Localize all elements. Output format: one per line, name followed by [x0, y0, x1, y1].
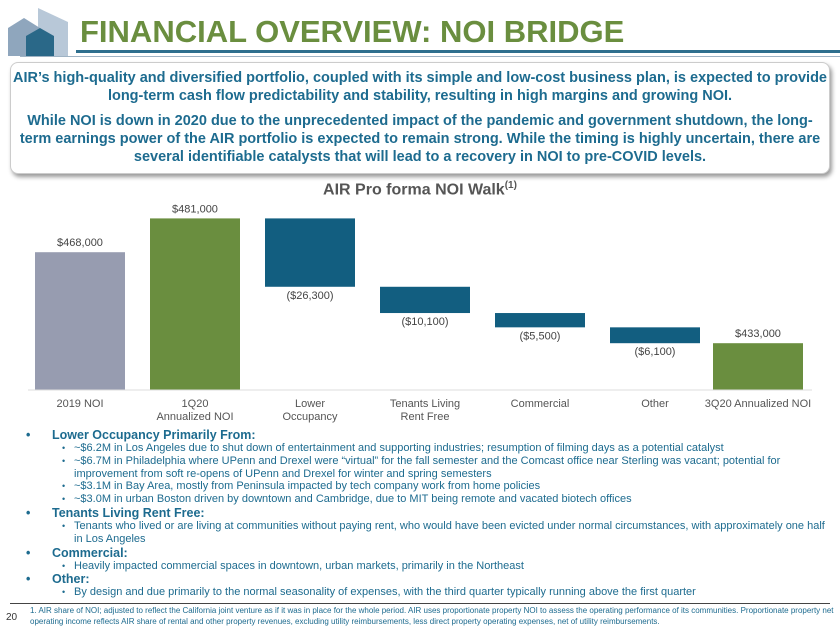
note-item: By design and due primarily to the norma… — [26, 586, 836, 599]
chart-title: AIR Pro forma NOI Walk(1) — [0, 180, 840, 199]
summary-paragraph-1: AIR’s high-quality and diversified portf… — [13, 70, 827, 104]
data-label-3: ($10,100) — [401, 316, 448, 328]
note-item: ~$3.1M in Bay Area, mostly from Peninsul… — [26, 480, 836, 493]
bar-6 — [713, 343, 803, 390]
bar-4 — [495, 313, 585, 328]
category-label-1: Annualized NOI — [156, 411, 233, 423]
note-heading: Other: — [26, 572, 836, 586]
note-heading: Tenants Living Rent Free: — [26, 506, 836, 520]
title-divider — [76, 50, 840, 53]
data-label-0: $468,000 — [57, 237, 103, 249]
category-label-2: Lower — [295, 398, 325, 410]
data-label-1: $481,000 — [172, 203, 218, 215]
page-number: 20 — [6, 612, 18, 623]
category-label-1: 1Q20 — [182, 398, 209, 410]
chart-title-footnote: (1) — [504, 180, 517, 191]
notes-list: Lower Occupancy Primarily From:~$6.2M in… — [26, 428, 836, 599]
page-title: FINANCIAL OVERVIEW: NOI BRIDGE — [80, 14, 625, 49]
category-label-5: Other — [641, 398, 669, 410]
category-label-2: Occupancy — [282, 411, 338, 423]
bar-5 — [610, 327, 700, 344]
title-divider-thin — [20, 56, 840, 57]
note-item: ~$6.2M in Los Angeles due to shut down o… — [26, 442, 836, 455]
data-label-5: ($6,100) — [635, 346, 676, 358]
data-label-6: $433,000 — [735, 328, 781, 340]
note-heading: Lower Occupancy Primarily From: — [26, 428, 836, 442]
footnote: 1. AIR share of NOI; adjusted to reflect… — [30, 606, 834, 626]
company-logo — [8, 8, 68, 56]
footer-divider — [10, 603, 830, 604]
data-label-4: ($5,500) — [520, 330, 561, 342]
note-item: ~$6.7M in Philadelphia where UPenn and D… — [26, 455, 836, 481]
note-item: ~$3.0M in urban Boston driven by downtow… — [26, 493, 836, 506]
summary-paragraph-2: While NOI is down in 2020 due to the unp… — [19, 113, 821, 165]
category-label-3: Tenants Living — [390, 398, 460, 410]
chart-title-text: AIR Pro forma NOI Walk — [323, 181, 505, 199]
note-heading: Commercial: — [26, 546, 836, 560]
data-label-2: ($26,300) — [286, 290, 333, 302]
bar-2 — [265, 218, 355, 287]
summary-box: AIR’s high-quality and diversified portf… — [10, 62, 830, 174]
note-item: Tenants who lived or are living at commu… — [26, 520, 836, 546]
note-item: Heavily impacted commercial spaces in do… — [26, 560, 836, 573]
category-label-3: Rent Free — [401, 411, 450, 423]
category-label-6: 3Q20 Annualized NOI — [705, 398, 811, 410]
category-label-0: 2019 NOI — [56, 398, 103, 410]
category-label-4: Commercial — [511, 398, 570, 410]
bar-0 — [35, 252, 125, 390]
bar-3 — [380, 286, 470, 314]
bar-1 — [150, 218, 240, 390]
